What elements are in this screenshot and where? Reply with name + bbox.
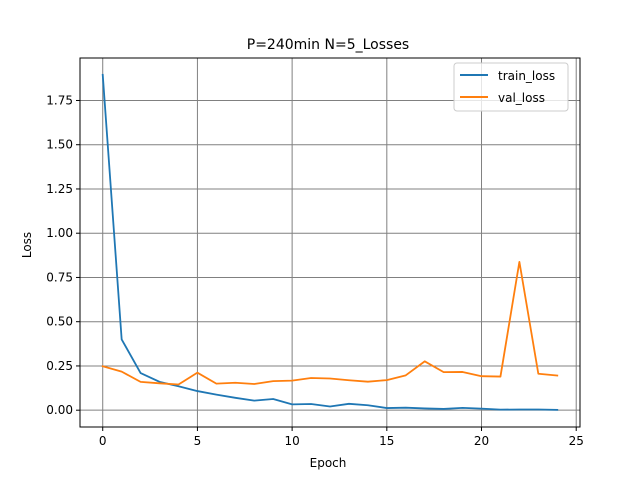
y-tick-label: 0.25 — [46, 359, 73, 373]
y-axis: 0.00 0.25 0.50 0.75 1.00 1.25 1.50 1.75 — [46, 93, 80, 417]
y-tick-label: 1.25 — [46, 182, 73, 196]
legend: train_loss val_loss — [453, 62, 569, 112]
x-tick-label: 25 — [569, 434, 584, 448]
x-tick-label: 15 — [379, 434, 394, 448]
y-tick-label: 1.50 — [46, 138, 73, 152]
x-axis: 0 5 10 15 20 25 — [99, 427, 584, 448]
x-tick-label: 5 — [194, 434, 202, 448]
chart-title: P=240min N=5_Losses — [247, 37, 409, 53]
y-tick-label: 1.75 — [46, 93, 73, 107]
series-line-train-loss — [101, 73, 559, 411]
x-tick-label: 10 — [284, 434, 299, 448]
y-tick-label: 0.50 — [46, 315, 73, 329]
x-axis-label: Epoch — [310, 456, 347, 470]
series-layer — [101, 73, 559, 411]
y-tick-label: 0.75 — [46, 270, 73, 284]
y-tick-label: 0.00 — [46, 403, 73, 417]
x-tick-label: 0 — [99, 434, 107, 448]
grid — [80, 58, 580, 427]
plot-frame — [79, 57, 581, 428]
series-line-val-loss — [101, 260, 559, 386]
x-tick-label: 20 — [474, 434, 489, 448]
legend-val-loss-label: val_loss — [498, 91, 545, 105]
y-axis-label: Loss — [20, 232, 34, 258]
y-tick-label: 1.00 — [46, 226, 73, 240]
legend-train-loss-label: train_loss — [498, 69, 555, 83]
